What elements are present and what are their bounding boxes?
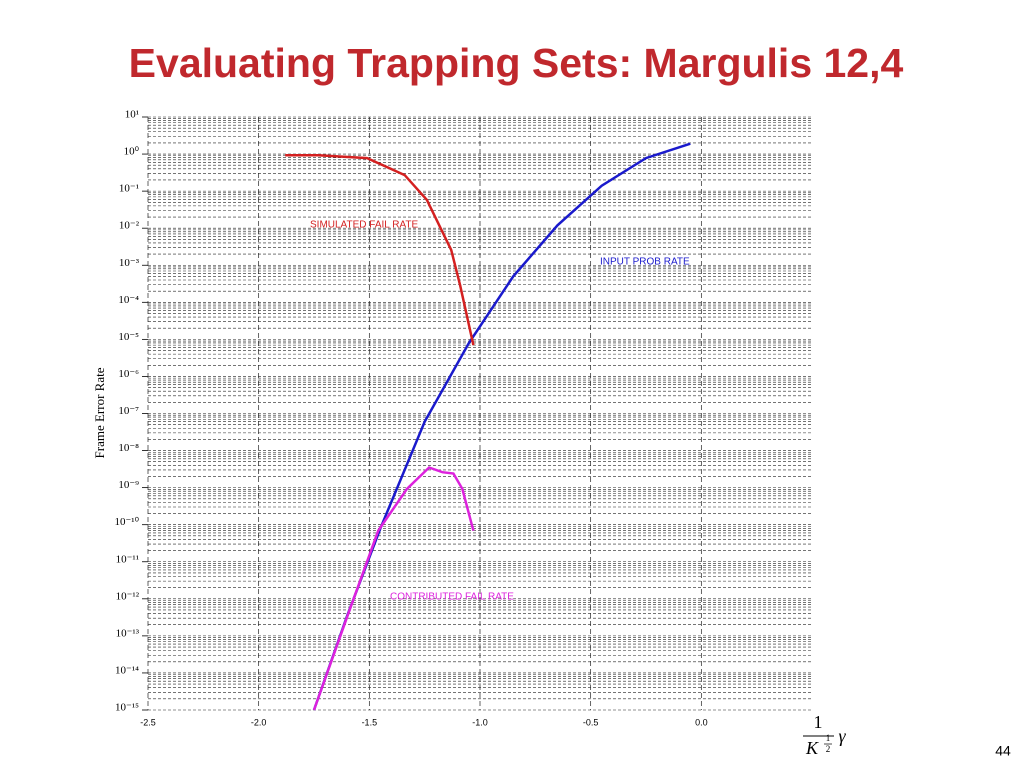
y-tick-label: 10⁻¹ [119, 183, 139, 195]
y-tick-label: 10⁰ [124, 146, 140, 158]
series-label: CONTRIBUTED FAIL RATE [390, 592, 514, 603]
x-tick-label: 0.0 [695, 717, 708, 727]
y-tick-label: 10⁻⁷ [118, 405, 139, 417]
y-tick-label: 10⁻¹⁰ [114, 516, 139, 528]
y-tick-label: 10⁻³ [119, 257, 140, 269]
x-tick-label: -2.5 [140, 717, 156, 727]
x-label-symbol: γ [838, 726, 846, 746]
series-line [285, 153, 475, 346]
y-tick-label: 10⁻¹⁴ [115, 664, 139, 676]
x-label-exp-num: 1 [826, 733, 831, 743]
x-tick-label: -2.0 [251, 717, 267, 727]
y-tick-label: 10⁻¹³ [116, 627, 140, 639]
x-tick-label: -0.5 [583, 717, 599, 727]
y-tick-label: 10⁻⁹ [118, 479, 139, 491]
x-tick-label: -1.5 [362, 717, 378, 727]
x-label-numerator: 1 [814, 712, 823, 732]
y-tick-label: 10⁻⁶ [118, 368, 139, 380]
x-label-base: K [805, 738, 819, 758]
y-tick-label: 10⁻⁸ [118, 442, 139, 454]
y-tick-label: 10⁻¹¹ [116, 553, 139, 565]
series-label: SIMULATED FAIL RATE [310, 220, 418, 231]
page-number: 44 [995, 743, 1011, 759]
y-tick-label: 10⁻⁴ [118, 294, 139, 306]
series-label: INPUT PROB RATE [600, 257, 690, 268]
plot: 10¹ 10⁰ 10⁻¹ 10⁻² 10⁻³ 10⁻⁴ 10⁻⁵ 10⁻⁶ 10⁻⁷ 10⁻⁸ 10… [114, 109, 812, 727]
x-axis-label: 1 K 1 2 γ [803, 712, 846, 758]
y-tick-label: 10⁻² [119, 220, 140, 232]
x-tick-label: -1.0 [472, 717, 488, 727]
y-tick-label: 10¹ [125, 109, 139, 121]
slide-title: Evaluating Trapping Sets: Margulis 12,4 [129, 40, 904, 86]
series-line [312, 466, 475, 711]
y-tick-label: 10⁻¹⁵ [115, 702, 139, 714]
y-axis-label: Frame Error Rate [92, 367, 107, 458]
x-label-exp-den: 2 [826, 744, 831, 754]
y-tick-label: 10⁻⁵ [118, 331, 139, 343]
y-tick-label: 10⁻¹² [116, 590, 140, 602]
